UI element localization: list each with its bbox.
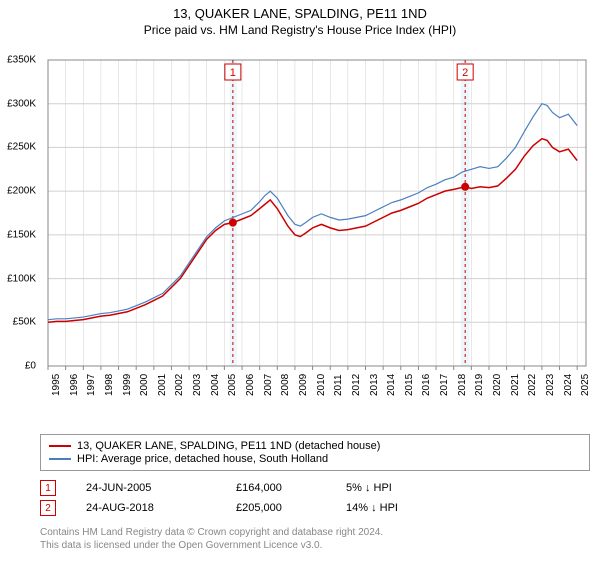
x-tick-label: 2019 [474, 374, 485, 396]
x-tick-label: 2017 [439, 374, 450, 396]
chart-subtitle: Price paid vs. HM Land Registry's House … [0, 23, 600, 37]
legend-box: 13, QUAKER LANE, SPALDING, PE11 1ND (det… [40, 434, 590, 471]
x-tick-label: 1999 [122, 374, 133, 396]
x-tick-label: 1995 [51, 374, 62, 396]
x-tick-label: 2004 [210, 374, 221, 396]
svg-text:2: 2 [462, 67, 468, 79]
x-tick-label: 2005 [227, 374, 238, 396]
x-tick-label: 2016 [421, 374, 432, 396]
x-tick-label: 2003 [192, 374, 203, 396]
chart-plot-area: 12 [40, 56, 590, 396]
x-tick-label: 1998 [104, 374, 115, 396]
x-tick-label: 2018 [457, 374, 468, 396]
x-tick-label: 2013 [369, 374, 380, 396]
x-tick-label: 2014 [386, 374, 397, 396]
sale-date: 24-AUG-2018 [86, 502, 206, 514]
legend-swatch-hpi [49, 458, 71, 460]
sales-table: 1 24-JUN-2005 £164,000 5% ↓ HPI 2 24-AUG… [40, 476, 590, 520]
x-tick-label: 2001 [157, 374, 168, 396]
x-tick-label: 2020 [492, 374, 503, 396]
marker-icon: 2 [40, 500, 56, 516]
x-tick-label: 2007 [263, 374, 274, 396]
legend-label-property: 13, QUAKER LANE, SPALDING, PE11 1ND (det… [77, 440, 380, 452]
x-tick-label: 2002 [174, 374, 185, 396]
table-row: 1 24-JUN-2005 £164,000 5% ↓ HPI [40, 480, 590, 496]
y-tick-label: £200K [0, 186, 36, 197]
y-tick-label: £350K [0, 55, 36, 66]
sale-date: 24-JUN-2005 [86, 482, 206, 494]
y-tick-label: £300K [0, 98, 36, 109]
chart-title: 13, QUAKER LANE, SPALDING, PE11 1ND [0, 6, 600, 21]
y-tick-label: £50K [0, 317, 36, 328]
sale-hpi-diff: 5% ↓ HPI [346, 482, 466, 494]
x-tick-label: 2015 [404, 374, 415, 396]
x-tick-label: 2009 [298, 374, 309, 396]
x-tick-label: 2012 [351, 374, 362, 396]
x-tick-label: 1997 [86, 374, 97, 396]
x-tick-label: 2008 [280, 374, 291, 396]
svg-text:1: 1 [230, 67, 236, 79]
y-tick-label: £150K [0, 229, 36, 240]
legend-item-hpi: HPI: Average price, detached house, Sout… [49, 453, 581, 465]
chart-container: 13, QUAKER LANE, SPALDING, PE11 1ND Pric… [0, 6, 600, 566]
sale-price: £205,000 [236, 502, 316, 514]
x-tick-label: 1996 [69, 374, 80, 396]
x-tick-label: 2022 [527, 374, 538, 396]
x-tick-label: 2024 [563, 374, 574, 396]
x-tick-label: 2021 [510, 374, 521, 396]
x-tick-label: 2025 [580, 374, 591, 396]
legend-item-property: 13, QUAKER LANE, SPALDING, PE11 1ND (det… [49, 440, 581, 452]
marker-icon: 1 [40, 480, 56, 496]
sale-hpi-diff: 14% ↓ HPI [346, 502, 466, 514]
x-tick-label: 2023 [545, 374, 556, 396]
y-tick-label: £100K [0, 273, 36, 284]
footer-line-1: Contains HM Land Registry data © Crown c… [40, 526, 590, 539]
x-tick-label: 2006 [245, 374, 256, 396]
footer-attribution: Contains HM Land Registry data © Crown c… [40, 526, 590, 552]
x-tick-label: 2000 [139, 374, 150, 396]
x-tick-label: 2010 [316, 374, 327, 396]
x-tick-label: 2011 [333, 374, 344, 396]
sale-price: £164,000 [236, 482, 316, 494]
footer-line-2: This data is licensed under the Open Gov… [40, 539, 590, 552]
y-tick-label: £250K [0, 142, 36, 153]
y-tick-label: £0 [0, 361, 36, 372]
chart-svg: 12 [40, 56, 590, 396]
legend-swatch-property [49, 445, 71, 447]
legend-label-hpi: HPI: Average price, detached house, Sout… [77, 453, 328, 465]
table-row: 2 24-AUG-2018 £205,000 14% ↓ HPI [40, 500, 590, 516]
